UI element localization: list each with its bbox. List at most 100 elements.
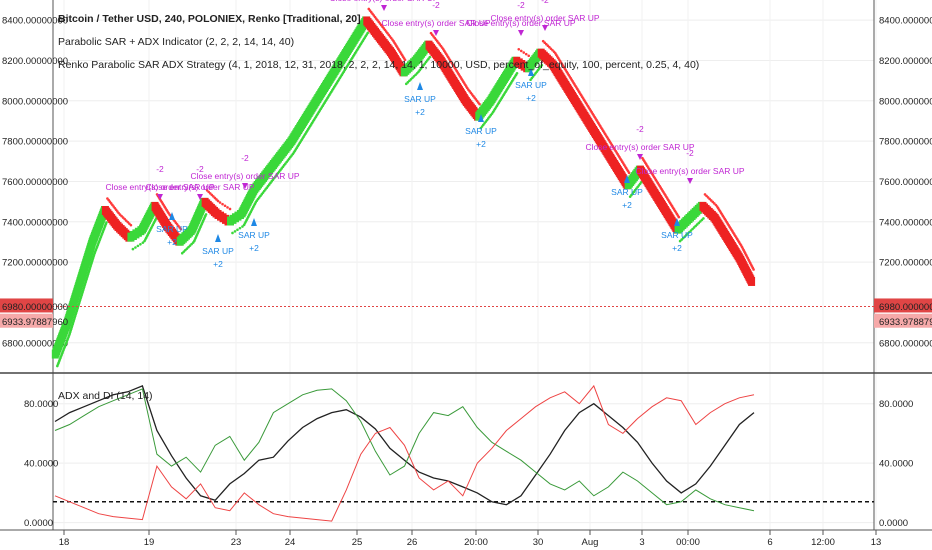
entry-qty: +2 [526, 93, 536, 103]
time-axis[interactable]: 18 19 23 24 25 26 20:00 30 Aug 3 00:00 6 12:00 13 [59, 530, 882, 548]
time-tick-label: 12:00 [811, 537, 835, 548]
sar-dot [428, 55, 432, 59]
entry-arrow [215, 234, 221, 242]
exit-qty: -2 [541, 0, 549, 5]
exit-qty: -2 [517, 0, 525, 10]
time-tick-label: 18 [59, 537, 70, 548]
sar-dot [204, 213, 208, 216]
price-tick-label-right: 7400.00000000 [879, 217, 932, 228]
entry-label: SAR UP [156, 224, 188, 234]
entry-label: SAR UP [661, 230, 693, 240]
price-tick-label-right: 8000.00000000 [879, 96, 932, 107]
indicator-1-label: Parabolic SAR + ADX Indicator (2, 2, 2, … [58, 36, 294, 48]
exit-arrow [687, 178, 693, 184]
sar-badge-right [874, 313, 932, 328]
entry-arrow [251, 218, 257, 226]
price-tick-label: 7600.00000000 [2, 177, 68, 188]
sar-dot [131, 247, 135, 251]
sar-dot [223, 204, 227, 208]
exit-arrow [637, 154, 643, 160]
time-tick-label: Aug [582, 537, 599, 548]
sar-badge-right-text: 6933.97887960 [879, 317, 932, 328]
time-tick-label: 13 [871, 537, 882, 548]
sar-dot [524, 52, 528, 56]
sar-dot [141, 241, 145, 244]
exit-qty: -2 [686, 148, 694, 158]
entry-qty: +2 [167, 237, 177, 247]
exit-qty: -2 [636, 124, 644, 134]
sar-dot [179, 227, 183, 231]
di-plus-line [54, 388, 755, 512]
sar-dot [522, 51, 526, 54]
price-badges: 6980.00000000 6933.97887960 6980.0000000… [0, 298, 932, 328]
sar-dot [519, 49, 523, 53]
time-tick-label: 24 [285, 537, 296, 548]
sar-dot [216, 199, 220, 203]
entry-label: SAR UP [515, 80, 547, 90]
exit-label: Close entry(s) order SAR UP [105, 182, 214, 192]
di-minus-line [54, 384, 755, 522]
exit-qty: -2 [196, 164, 204, 174]
renko-brick-down [748, 276, 756, 286]
price-tick-label-right: 7800.00000000 [879, 137, 932, 148]
time-tick-label: 19 [144, 537, 155, 548]
time-tick-label: 6 [767, 537, 772, 548]
chart-title: Bitcoin / Tether USD, 240, POLONIEX, Ren… [58, 13, 361, 25]
last-price-badge-right-text: 6980.00000000 [879, 302, 932, 313]
price-tick-label-right: 7200.00000000 [879, 258, 932, 269]
exit-arrow [518, 30, 524, 36]
entry-arrow [478, 114, 484, 122]
adx-tick-label-right: 40.0000 [879, 459, 913, 470]
exit-label: Close entry(s) order SAR UP [635, 166, 744, 176]
time-tick-label: 26 [407, 537, 418, 548]
sar-dots [56, 7, 755, 368]
sar-dot [517, 47, 521, 51]
sar-dot [236, 228, 239, 232]
sar-dot [478, 102, 481, 106]
sar-dot [221, 202, 224, 206]
price-tick-label-right: 8400.00000000 [879, 16, 932, 27]
exit-label: Close entry(s) order SAR UP [490, 13, 599, 23]
sar-dot [702, 217, 705, 220]
sar-dot [105, 221, 108, 224]
price-tick-label: 7800.00000000 [2, 137, 68, 148]
sar-dot [231, 231, 234, 235]
last-price-badge-left-text: 6980.00000000 [2, 302, 68, 313]
time-tick-label: 00:00 [676, 537, 700, 548]
exit-qty: -2 [156, 164, 164, 174]
entry-qty: +2 [622, 200, 632, 210]
entry-label: SAR UP [465, 126, 497, 136]
sar-dot [527, 54, 531, 58]
exit-qty: -2 [432, 0, 440, 10]
adx-tick-label: 0.0000 [24, 518, 53, 529]
sar-dot [403, 58, 407, 62]
adx-axis[interactable]: 80.0000 80.0000 40.0000 40.0000 0.0000 0.0000 [24, 399, 913, 529]
time-tick-label: 23 [231, 537, 242, 548]
price-axis[interactable]: 8400.00000000 8400.00000000 8200.00000000 8… [2, 16, 932, 350]
exit-label: Close entry(s) order SAR UP [190, 171, 299, 181]
entry-qty: +2 [213, 259, 223, 269]
grid [53, 0, 877, 530]
price-tick-label-right: 7600.00000000 [879, 177, 932, 188]
price-tick-label: 8000.00000000 [2, 96, 68, 107]
indicator-2-label: Renko Parabolic SAR ADX Strategy (4, 1, … [58, 59, 699, 71]
sar-dot [218, 201, 222, 204]
exit-arrow [197, 194, 203, 200]
sar-dot [226, 206, 229, 209]
entry-label: SAR UP [202, 246, 234, 256]
exit-qty: -2 [241, 153, 249, 163]
exit-arrow [542, 25, 548, 31]
adx-line [54, 385, 755, 506]
entry-label: SAR UP [238, 230, 270, 240]
sar-dot [241, 225, 244, 228]
sar-badge-left-text: 6933.97887960 [2, 317, 68, 328]
price-tick-label: 8200.00000000 [2, 56, 68, 67]
adx-title: ADX and DI (14, 14) [58, 390, 153, 402]
entry-qty: +2 [249, 243, 259, 253]
adx-tick-label: 40.0000 [24, 459, 58, 470]
last-price-badge-right [874, 298, 932, 313]
adx-lines [54, 384, 755, 522]
entry-arrow [417, 82, 423, 90]
exit-label: Close entry(s) order SAR UP [381, 18, 490, 28]
